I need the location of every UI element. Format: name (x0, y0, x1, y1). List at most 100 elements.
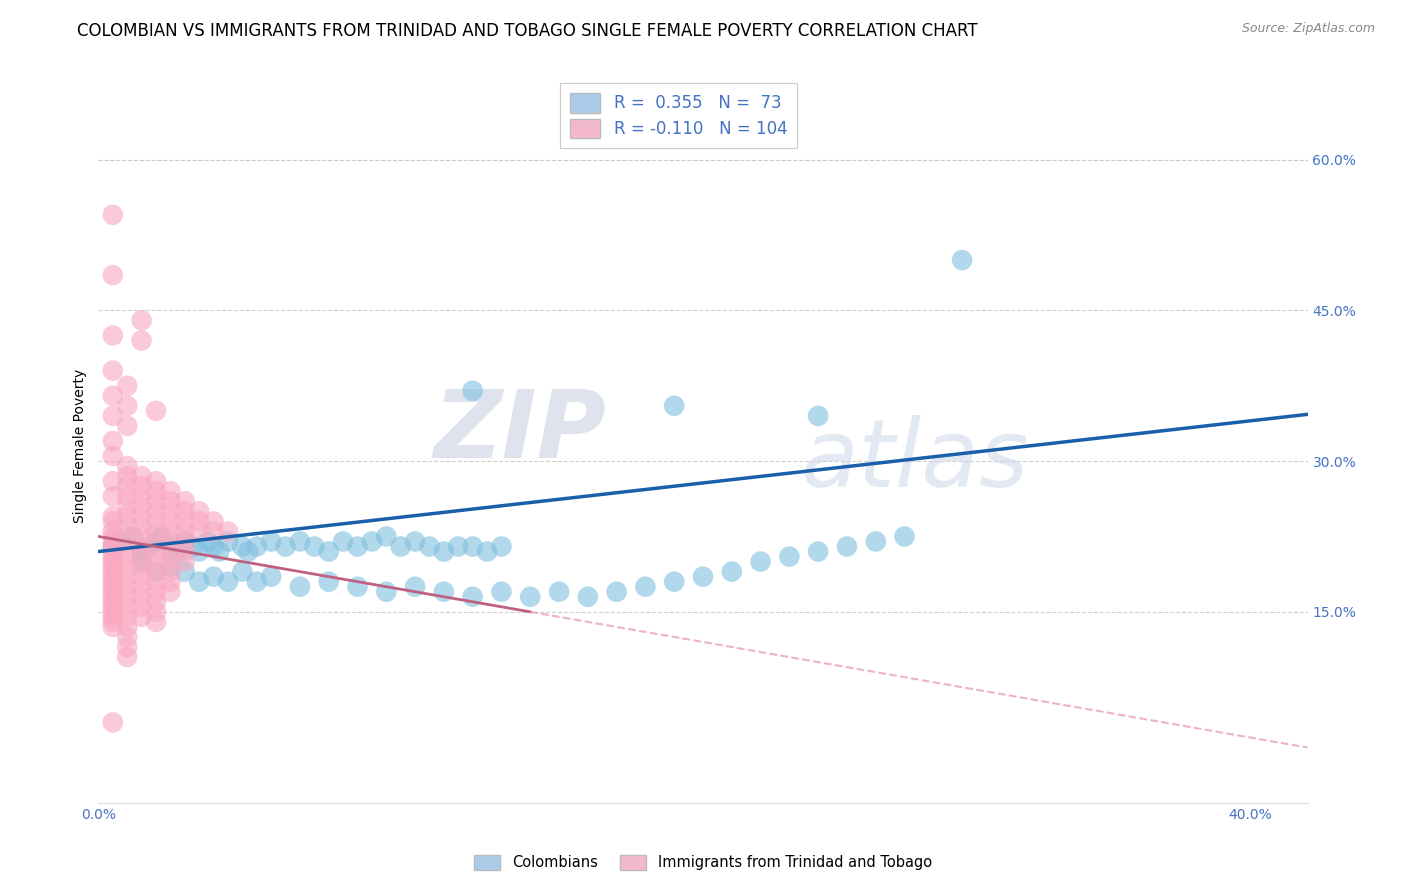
Point (173, 534, 195, 549)
Point (115, 489, 138, 503)
Point (101, 620, 124, 634)
Text: atlas: atlas (800, 415, 1028, 506)
Point (131, 529, 153, 543)
Point (115, 418, 138, 433)
Point (188, 524, 211, 539)
Point (606, 584, 628, 599)
Point (101, 595, 124, 609)
Point (101, 599, 124, 614)
Point (173, 565, 195, 579)
Point (101, 515, 124, 529)
Point (101, 449, 124, 463)
Point (101, 549, 124, 564)
Point (217, 524, 239, 539)
Point (115, 399, 138, 413)
Point (101, 489, 124, 503)
Point (115, 549, 138, 564)
Point (101, 208, 124, 222)
Point (131, 519, 153, 533)
Point (101, 474, 124, 488)
Text: ZIP: ZIP (433, 385, 606, 478)
Point (115, 610, 138, 624)
Point (491, 584, 513, 599)
Point (183, 540, 205, 554)
Point (115, 559, 138, 574)
Point (893, 529, 915, 543)
Point (159, 584, 181, 599)
Point (101, 389, 124, 403)
Point (131, 590, 153, 604)
Point (150, 529, 173, 543)
Point (131, 313, 153, 327)
Point (131, 479, 153, 493)
Point (173, 504, 195, 518)
Point (115, 620, 138, 634)
Point (101, 715, 124, 730)
Point (145, 515, 167, 529)
Point (346, 540, 368, 554)
Point (173, 534, 195, 549)
Point (167, 544, 190, 558)
Point (375, 529, 398, 543)
Point (145, 595, 167, 609)
Point (115, 509, 138, 524)
Point (159, 524, 181, 539)
Point (159, 534, 181, 549)
Point (145, 555, 167, 569)
Point (115, 650, 138, 665)
Point (246, 540, 269, 554)
Point (115, 500, 138, 514)
Point (145, 544, 167, 558)
Point (447, 540, 470, 554)
Point (332, 534, 354, 549)
Point (260, 534, 283, 549)
Point (260, 569, 283, 583)
Point (131, 555, 153, 569)
Point (208, 544, 231, 558)
Point (159, 574, 181, 589)
Point (145, 484, 167, 499)
Text: COLOMBIAN VS IMMIGRANTS FROM TRINIDAD AND TOBAGO SINGLE FEMALE POVERTY CORRELATI: COLOMBIAN VS IMMIGRANTS FROM TRINIDAD AN… (77, 22, 979, 40)
Point (145, 574, 167, 589)
Point (576, 590, 599, 604)
Point (461, 384, 484, 398)
Point (159, 515, 181, 529)
Point (115, 590, 138, 604)
Legend: Colombians, Immigrants from Trinidad and Tobago: Colombians, Immigrants from Trinidad and… (468, 848, 938, 876)
Point (115, 599, 138, 614)
Point (475, 544, 498, 558)
Point (188, 544, 211, 558)
Point (145, 605, 167, 619)
Point (115, 529, 138, 543)
Point (101, 534, 124, 549)
Point (101, 615, 124, 629)
Point (145, 474, 167, 488)
Point (115, 469, 138, 483)
Point (231, 565, 253, 579)
Point (461, 590, 484, 604)
Point (115, 580, 138, 594)
Point (159, 504, 181, 518)
Point (173, 524, 195, 539)
Point (159, 559, 181, 574)
Point (197, 534, 219, 549)
Point (101, 328, 124, 343)
Point (145, 504, 167, 518)
Point (131, 489, 153, 503)
Point (346, 580, 368, 594)
Point (101, 529, 124, 543)
Point (835, 540, 858, 554)
Point (115, 540, 138, 554)
Point (188, 574, 211, 589)
Point (101, 610, 124, 624)
Point (389, 540, 412, 554)
Point (131, 544, 153, 558)
Legend: R =  0.355   N =  73, R = -0.110   N = 104: R = 0.355 N = 73, R = -0.110 N = 104 (561, 83, 797, 148)
Point (236, 544, 259, 558)
Point (246, 574, 269, 589)
Point (433, 584, 456, 599)
Point (131, 569, 153, 583)
Point (101, 559, 124, 574)
Point (145, 565, 167, 579)
Point (145, 615, 167, 629)
